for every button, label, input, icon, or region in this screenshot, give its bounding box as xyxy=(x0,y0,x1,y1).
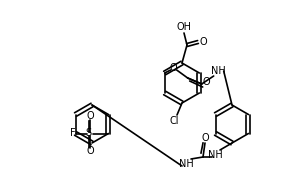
Text: OH: OH xyxy=(176,22,192,32)
Text: O: O xyxy=(170,63,178,73)
Text: NH: NH xyxy=(208,150,222,160)
Text: O: O xyxy=(87,110,94,121)
Text: NH: NH xyxy=(211,66,226,76)
Text: S: S xyxy=(86,129,91,139)
Text: O: O xyxy=(87,147,94,156)
Text: NH: NH xyxy=(179,159,193,169)
Text: Cl: Cl xyxy=(169,116,179,126)
Text: O: O xyxy=(201,133,209,143)
Text: F: F xyxy=(70,129,75,139)
Text: O: O xyxy=(203,77,210,87)
Text: O: O xyxy=(199,37,207,47)
